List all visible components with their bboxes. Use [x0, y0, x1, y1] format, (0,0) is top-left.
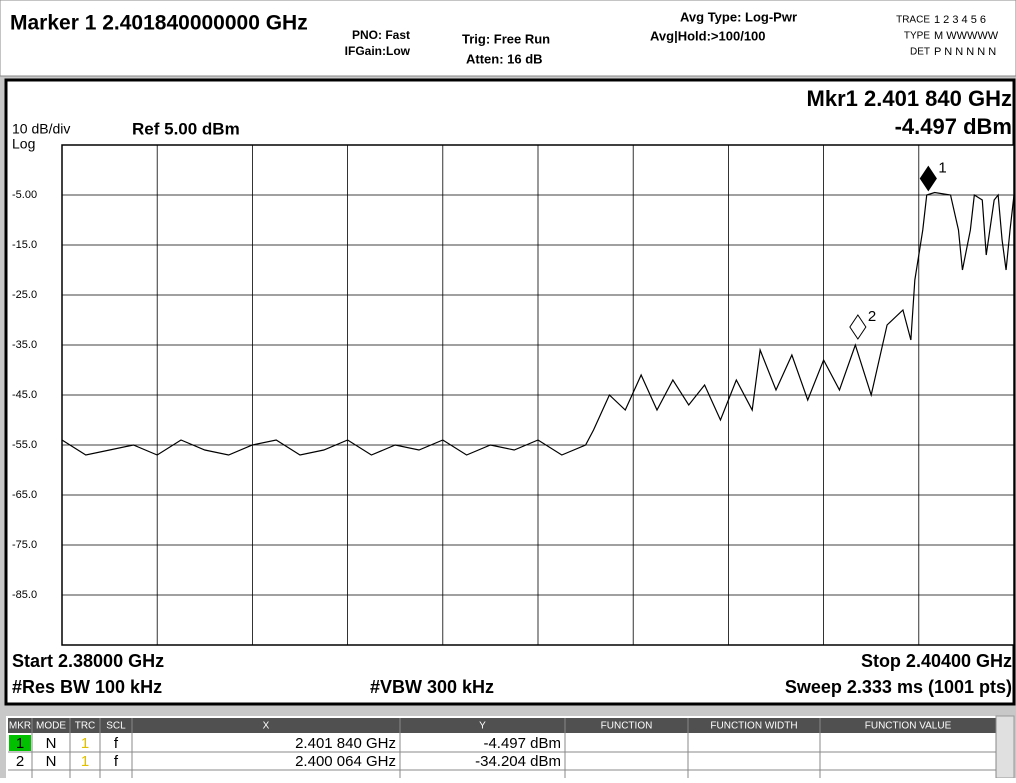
marker-freq: Marker 1 2.401840000000 GHz [10, 12, 308, 35]
y-tick-label: -35.0 [12, 339, 37, 351]
scrollbar[interactable] [995, 715, 1015, 779]
sweep: Sweep 2.333 ms (1001 pts) [785, 677, 1012, 697]
y-tick-label: -25.0 [12, 289, 37, 301]
atten: Atten: 16 dB [466, 51, 543, 66]
vbw: #VBW 300 kHz [370, 677, 494, 697]
avg-hold: Avg|Hold:>100/100 [650, 28, 766, 43]
y-tick-label: -5.00 [12, 189, 37, 201]
trace [61, 191, 1015, 456]
marker-label: 2 [868, 308, 876, 325]
column-header: MODE [36, 721, 66, 732]
active-marker [9, 735, 31, 751]
cell: 2.400 064 GHz [295, 753, 396, 770]
trace-values: 1 2 3 4 5 6 [934, 14, 986, 26]
ref: Ref 5.00 dBm [132, 119, 240, 138]
cell: -4.497 dBm [483, 735, 561, 752]
start: Start 2.38000 GHz [12, 651, 164, 671]
cell: -34.204 dBm [475, 753, 561, 770]
cell: N [46, 735, 57, 752]
column-header: FUNCTION WIDTH [710, 721, 797, 732]
column-header: FUNCTION VALUE [865, 721, 952, 732]
pno: PNO: Fast [352, 28, 410, 42]
y-tick-label: -45.0 [12, 389, 37, 401]
stop: Stop 2.40400 GHz [861, 651, 1012, 671]
cell: 1 [81, 735, 89, 752]
avg-type: Avg Type: Log-Pwr [680, 9, 797, 24]
mkr-value: -4.497 dBm [895, 114, 1012, 139]
y-tick-label: -15.0 [12, 239, 37, 251]
type-values: M WWWWW [934, 30, 999, 42]
det-label: DET [910, 47, 930, 58]
cell: N [46, 753, 57, 770]
rbw: #Res BW 100 kHz [12, 677, 162, 697]
det-values: P N N N N N [934, 46, 996, 58]
y-tick-label: -85.0 [12, 589, 37, 601]
cell: 2.401 840 GHz [295, 735, 396, 752]
cell: 2 [16, 753, 24, 770]
column-header: FUNCTION [601, 721, 653, 732]
y-tick-label: -65.0 [12, 489, 37, 501]
y-tick-label: -55.0 [12, 439, 37, 451]
cell: 1 [81, 753, 89, 770]
marker-label: 1 [938, 159, 946, 176]
cell: f [114, 735, 119, 752]
trig: Trig: Free Run [462, 31, 550, 46]
cell: f [114, 753, 119, 770]
ifgain: IFGain:Low [345, 44, 411, 58]
mkr-readout: Mkr1 2.401 840 GHz [807, 86, 1012, 111]
column-header: SCL [106, 721, 126, 732]
column-header: MKR [9, 721, 31, 732]
log: Log [12, 136, 35, 152]
marker [849, 314, 867, 340]
marker [919, 165, 937, 192]
type-label: TYPE [904, 31, 930, 42]
cell: 1 [16, 735, 24, 752]
header-bar [0, 0, 1016, 77]
column-header: TRC [75, 721, 96, 732]
trace-label: TRACE [896, 15, 930, 26]
y-tick-label: -75.0 [12, 539, 37, 551]
table-header [8, 718, 996, 733]
column-header: Y [479, 721, 486, 732]
column-header: X [263, 721, 270, 732]
scale: 10 dB/div [12, 121, 70, 137]
